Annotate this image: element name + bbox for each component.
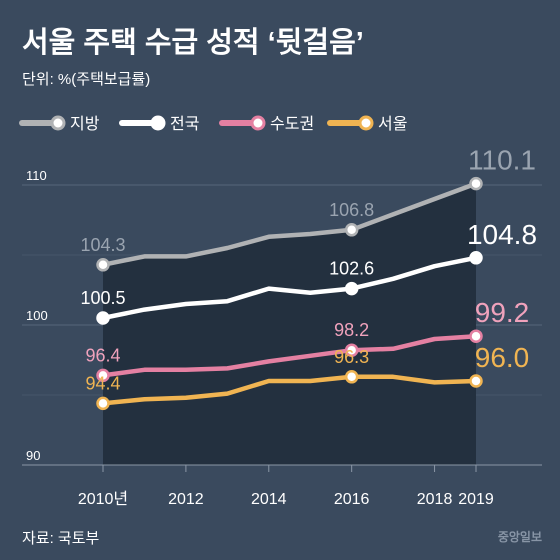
data-label: 96.4 [85, 345, 120, 365]
series-line [100, 333, 479, 378]
data-label: 102.6 [329, 259, 374, 279]
x-tick-label: 2014 [251, 491, 287, 508]
source-note: 자료: 국토부 [22, 530, 100, 547]
legend-label: 전국 [170, 115, 199, 133]
y-axis-ticks: 90 100 110 [26, 168, 48, 463]
x-tick-label: 2012 [168, 491, 204, 508]
data-label: 99.2 [475, 297, 530, 328]
series-line [100, 255, 479, 321]
data-point [96, 396, 110, 411]
legend-swatch-marker [358, 115, 374, 131]
data-label: 96.0 [475, 342, 530, 373]
x-tick-label: 2016 [334, 491, 370, 508]
data-point [344, 370, 359, 384]
series-line [100, 181, 479, 268]
data-point [96, 368, 110, 383]
plot-area-fill [103, 183, 476, 465]
x-tick-label: 2019 [458, 491, 494, 508]
chart-title: 서울 주택 수급 성적 ‘뒷걸음’ [22, 26, 364, 59]
data-point [469, 374, 483, 388]
y-tick-label: 110 [26, 168, 47, 183]
legend-label: 수도권 [270, 115, 314, 133]
legend-swatch-marker [150, 115, 166, 131]
data-point [96, 311, 110, 325]
x-tick-label: 2018 [417, 491, 453, 508]
data-point [469, 251, 483, 265]
data-point [344, 281, 359, 296]
data-labels: 104.3 106.8 110.1 100.5 102.6 104.8 96.4 98.2 99… [80, 145, 537, 394]
legend-swatch-marker [50, 115, 66, 131]
y-tick-label: 100 [26, 308, 48, 323]
x-axis: 2010년 2012 2014 2016 2018 2019 [22, 464, 542, 508]
publisher-credit: 중앙일보 [498, 530, 542, 544]
data-label: 110.1 [468, 145, 536, 176]
chart-legend: 지방 전국 수도권 서울 [19, 115, 407, 133]
data-point [469, 329, 483, 343]
data-point [469, 176, 483, 191]
chart-subtitle: 단위: %(주택보급률) [22, 71, 150, 88]
data-label: 100.5 [80, 288, 125, 308]
data-label: 104.3 [80, 235, 125, 255]
data-point [96, 258, 110, 272]
data-label: 98.2 [334, 320, 369, 340]
legend-label: 지방 [70, 115, 100, 133]
data-series [96, 176, 483, 411]
x-tick-label: 2010년 [78, 490, 128, 508]
data-point [344, 223, 359, 237]
y-tick-label: 90 [26, 448, 40, 463]
area-under-curve [103, 183, 476, 465]
series-line [100, 374, 479, 406]
data-label: 96.3 [334, 347, 369, 367]
data-point [344, 343, 359, 357]
data-label: 104.8 [467, 219, 537, 250]
legend-label: 서울 [378, 115, 407, 133]
data-label: 94.4 [85, 373, 120, 393]
data-label: 106.8 [329, 200, 374, 220]
legend-swatch-marker [250, 115, 266, 131]
